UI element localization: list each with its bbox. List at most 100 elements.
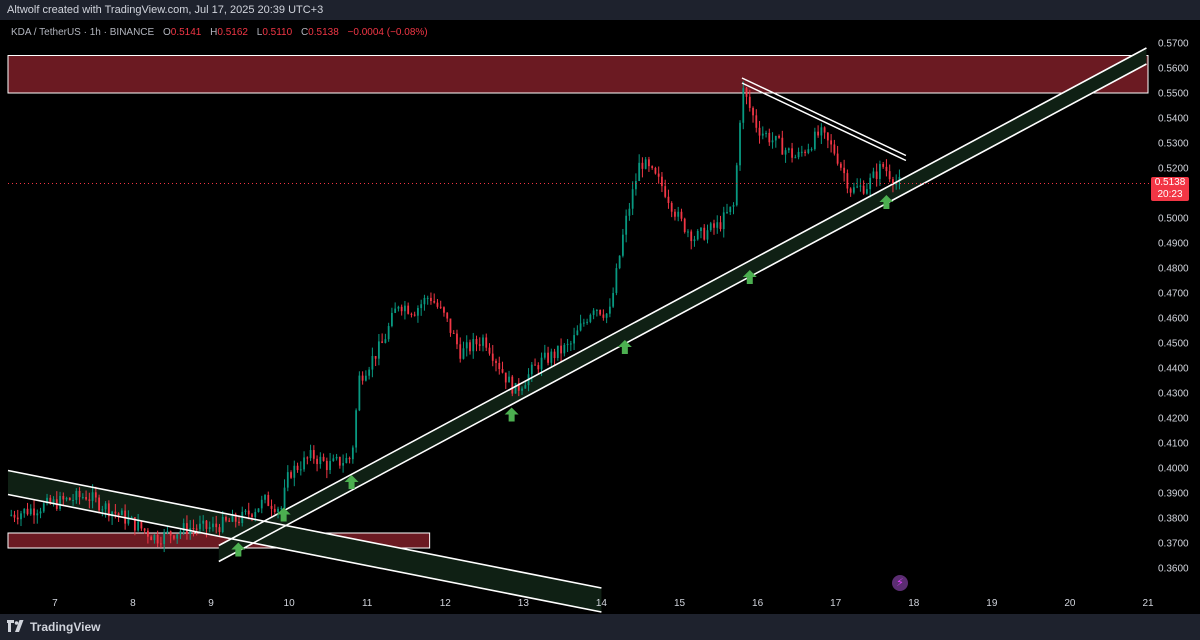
candle-body <box>482 337 484 346</box>
tradingview-logo-icon <box>7 620 24 632</box>
arrow-up-icon <box>617 340 632 354</box>
candle-body <box>306 457 309 459</box>
top-bar: Altwolf created with TradingView.com, Ju… <box>0 0 1200 20</box>
candle-body <box>33 508 35 516</box>
time-tick-label: 19 <box>986 598 998 609</box>
candle-body <box>599 309 602 315</box>
candle-body <box>417 308 419 316</box>
candle-body <box>807 149 810 153</box>
candle-body <box>325 460 328 471</box>
candle-body <box>312 450 315 459</box>
candle-body <box>78 491 81 498</box>
candle-body <box>781 137 784 155</box>
candle-body <box>127 517 130 524</box>
price-tick-label: 0.4400 <box>1158 364 1189 375</box>
candle-body <box>120 510 123 516</box>
legend-low-label: L <box>256 27 263 38</box>
flash-icon[interactable]: ⚡ <box>892 575 908 591</box>
candle-body <box>212 523 214 528</box>
candle-body <box>231 514 234 522</box>
candle-body <box>475 338 478 345</box>
candle-body <box>582 322 585 324</box>
candle-body <box>338 456 341 466</box>
trend-lines <box>7 47 1150 613</box>
candle-body <box>426 297 429 299</box>
candle-body <box>752 107 754 116</box>
candle-body <box>852 187 855 193</box>
legend-open-label: O <box>162 27 171 38</box>
signal-arrows <box>231 195 894 557</box>
price-tick-label: 0.4600 <box>1158 314 1189 325</box>
time-tick-label: 18 <box>908 598 920 609</box>
candle-body <box>296 465 299 471</box>
candle-body <box>498 363 501 370</box>
candle-body <box>85 497 87 500</box>
candle-body <box>703 227 706 240</box>
candle-body <box>364 375 367 381</box>
candle-body <box>26 508 29 515</box>
candle-body <box>273 508 276 512</box>
candle-body <box>358 375 361 411</box>
candle-body <box>267 494 270 506</box>
legend-low: 0.5110 <box>262 27 293 38</box>
candle-body <box>228 520 231 522</box>
candle-body <box>579 323 582 331</box>
time-tick-label: 14 <box>596 598 608 609</box>
arrow-up-icon <box>742 270 757 284</box>
candle-body <box>49 497 52 504</box>
candle-body <box>391 312 393 327</box>
candle-body <box>374 355 377 359</box>
candle-body <box>160 543 162 545</box>
candle-body <box>16 517 19 520</box>
candle-body <box>46 497 48 504</box>
rising-channel-upper-line <box>218 47 1147 547</box>
candle-body <box>514 383 517 394</box>
candle-body <box>719 222 722 230</box>
price-chart[interactable]: 0.5700 0.5600 0.5500 0.5400 0.5300 0.5200 0.50… <box>0 20 1200 614</box>
candle-body <box>879 163 881 179</box>
candle-body <box>39 511 42 514</box>
price-tick-label: 0.4800 <box>1158 264 1189 275</box>
candle-body <box>13 514 16 518</box>
candle-body <box>823 127 826 133</box>
candle-body <box>179 531 182 535</box>
candle-body <box>244 510 247 512</box>
candle-body <box>866 189 868 194</box>
candle-body <box>485 337 488 348</box>
candle-body <box>791 148 793 158</box>
candle-body <box>869 177 872 190</box>
candle-body <box>465 342 468 349</box>
drawing-overlays <box>7 48 1149 612</box>
candle-body <box>101 509 104 511</box>
candle-body <box>130 517 133 519</box>
candle-body <box>654 167 657 174</box>
candle-body <box>784 150 787 155</box>
candle-body <box>800 151 803 153</box>
candle-body <box>657 173 660 177</box>
candle-body <box>836 153 839 164</box>
candle-body <box>530 364 533 375</box>
candle-body <box>205 520 208 529</box>
candle-body <box>683 218 686 232</box>
candle-body <box>882 163 885 167</box>
candle-body <box>602 314 605 318</box>
price-tick-label: 0.4100 <box>1158 439 1189 450</box>
footer-brand: TradingView <box>30 620 101 634</box>
price-tick-label: 0.3700 <box>1158 539 1189 550</box>
candle-body <box>238 521 240 524</box>
candle-body <box>534 364 536 366</box>
candle-body <box>830 140 833 145</box>
candle-body <box>319 456 322 465</box>
candle-body <box>898 176 901 182</box>
attribution-text: Altwolf created with TradingView.com, Ju… <box>7 4 324 16</box>
price-tick-label: 0.4500 <box>1158 339 1189 350</box>
candle-body <box>745 88 748 97</box>
candle-body <box>94 492 97 498</box>
resistance-line <box>741 77 907 157</box>
candle-body <box>345 457 348 464</box>
candle-body <box>644 159 647 169</box>
candle-body <box>260 499 263 509</box>
price-tick-label: 0.4900 <box>1158 239 1189 250</box>
candle-body <box>638 162 641 182</box>
candle-body <box>547 352 549 363</box>
